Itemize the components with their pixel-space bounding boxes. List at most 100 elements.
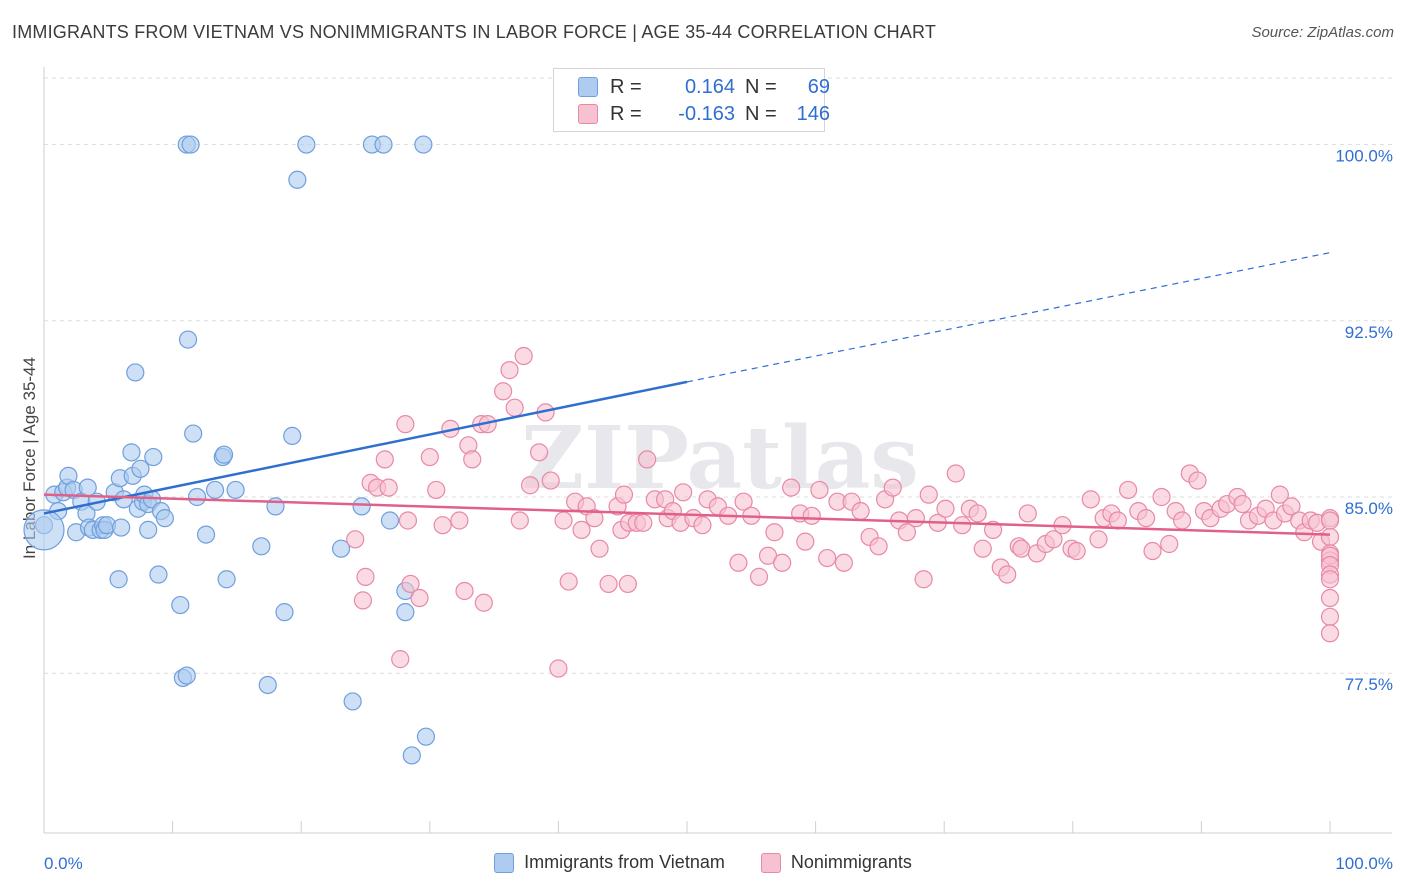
n-value: 69 xyxy=(807,75,830,98)
nonimmigrant-point xyxy=(1067,541,1086,561)
vietnam-point xyxy=(226,480,245,500)
y-tick-label: 92.5% xyxy=(1345,323,1393,342)
nonimmigrant-point xyxy=(693,516,712,535)
n-label: N = xyxy=(745,102,777,125)
legend-label-nonimmigrants: Nonimmigrants xyxy=(790,852,912,872)
nonimmigrant-point xyxy=(638,450,657,469)
vietnam-point-large xyxy=(23,509,65,551)
vietnam-point xyxy=(149,565,168,584)
vietnam-point xyxy=(178,330,198,349)
vietnam-point xyxy=(214,445,234,464)
nonimmigrant-point xyxy=(998,565,1017,584)
nonimmigrant-point xyxy=(549,659,568,678)
vietnam-point xyxy=(144,447,163,467)
nonimmigrant-point xyxy=(749,567,769,586)
legend-swatch-pink xyxy=(760,852,781,873)
nonimmigrant-point xyxy=(1270,485,1289,504)
vietnam-point xyxy=(122,443,141,462)
vietnam-point xyxy=(139,520,158,539)
nonimmigrant-point xyxy=(946,464,965,483)
r-value: 0.164 xyxy=(684,75,735,98)
legend-row-vietnam: R = 0.164 N = 69 xyxy=(578,74,830,100)
nonimmigrant-point xyxy=(505,398,524,417)
nonimmigrant-point xyxy=(634,513,653,532)
r-label: R = xyxy=(610,75,642,98)
nonimmigrant-point xyxy=(554,511,573,530)
nonimmigrant-point xyxy=(510,511,529,530)
nonimmigrant-point xyxy=(356,567,375,586)
nonimmigrant-point xyxy=(1118,480,1138,500)
nonimmigrant-point xyxy=(810,480,829,500)
nonimmigrant-point xyxy=(1152,487,1171,507)
nonimmigrant-point xyxy=(618,574,637,594)
vietnam-point xyxy=(181,135,200,154)
vietnam-point xyxy=(177,666,196,685)
nonimmigrant-trend-line xyxy=(43,493,1331,536)
nonimmigrant-point xyxy=(353,591,373,610)
vietnam-point xyxy=(396,603,415,622)
legend-row-nonimmigrants: R = -0.163 N = 146 xyxy=(578,101,830,127)
nonimmigrant-point xyxy=(734,492,753,511)
nonimmigrant-point xyxy=(796,532,815,551)
legend-swatch-blue xyxy=(494,852,515,873)
nonimmigrant-point xyxy=(968,504,987,523)
nonimmigrant-point xyxy=(391,650,410,669)
vietnam-point xyxy=(217,570,236,589)
source-label: Source: ZipAtlas.com xyxy=(1251,24,1394,41)
nonimmigrant-point xyxy=(1044,530,1063,549)
nonimmigrant-point xyxy=(1143,541,1162,561)
nonimmigrant-point xyxy=(1188,471,1207,490)
nonimmigrant-point xyxy=(450,511,469,530)
nonimmigrant-point xyxy=(375,450,394,469)
n-value: 146 xyxy=(796,102,830,125)
nonimmigrant-point xyxy=(494,382,513,401)
nonimmigrant-point xyxy=(1160,534,1179,554)
chart-title: IMMIGRANTS FROM VIETNAM VS NONIMMIGRANTS… xyxy=(12,22,937,42)
vietnam-point xyxy=(258,675,277,695)
nonimmigrant-point xyxy=(1320,527,1340,547)
nonimmigrant-point xyxy=(883,478,902,497)
nonimmigrant-point xyxy=(1137,509,1156,528)
nonimmigrant-point xyxy=(398,511,418,530)
vietnam-point xyxy=(343,692,362,711)
vietnam-point xyxy=(187,487,207,507)
legend-label-vietnam: Immigrants from Vietnam xyxy=(524,852,725,872)
vietnam-point xyxy=(414,135,433,154)
vietnam-point xyxy=(155,509,174,528)
series-legend: Immigrants from Vietnam Nonimmigrants xyxy=(0,852,1406,873)
nonimmigrant-point xyxy=(585,509,604,528)
swatch-blue xyxy=(578,77,598,97)
nonimmigrant-point xyxy=(953,516,972,535)
nonimmigrant-point xyxy=(1173,511,1192,530)
nonimmigrant-point xyxy=(869,537,888,556)
y-tick-label: 85.0% xyxy=(1345,499,1393,518)
vietnam-point xyxy=(297,135,316,154)
nonimmigrant-point xyxy=(919,485,938,504)
nonimmigrant-point xyxy=(401,574,420,594)
vietnam-trend-line xyxy=(43,380,688,515)
vietnam-point xyxy=(374,135,393,154)
nonimmigrant-point xyxy=(530,443,549,462)
nonimmigrant-point xyxy=(1320,588,1340,608)
nonimmigrant-point xyxy=(897,523,917,542)
vietnam-point xyxy=(252,537,271,556)
nonimmigrant-point xyxy=(572,520,591,539)
nonimmigrant-point xyxy=(782,478,801,497)
nonimmigrant-point xyxy=(1282,497,1301,516)
vietnam-point xyxy=(283,426,302,446)
nonimmigrant-point xyxy=(1320,607,1340,626)
nonimmigrant-point xyxy=(474,593,493,612)
nonimmigrant-point xyxy=(973,539,992,558)
x-tick-label-min: 0.0% xyxy=(44,854,83,873)
nonimmigrant-point xyxy=(396,415,415,434)
n-label: N = xyxy=(745,75,777,98)
nonimmigrant-point xyxy=(433,516,452,535)
vietnam-point xyxy=(288,170,307,189)
vietnam-trend-extension xyxy=(686,252,1331,383)
vietnam-point xyxy=(205,480,225,500)
vietnam-point xyxy=(109,570,128,589)
nonimmigrant-point xyxy=(1233,494,1252,514)
x-tick-label-max: 100.0% xyxy=(1335,854,1393,873)
nonimmigrant-point xyxy=(818,548,837,568)
